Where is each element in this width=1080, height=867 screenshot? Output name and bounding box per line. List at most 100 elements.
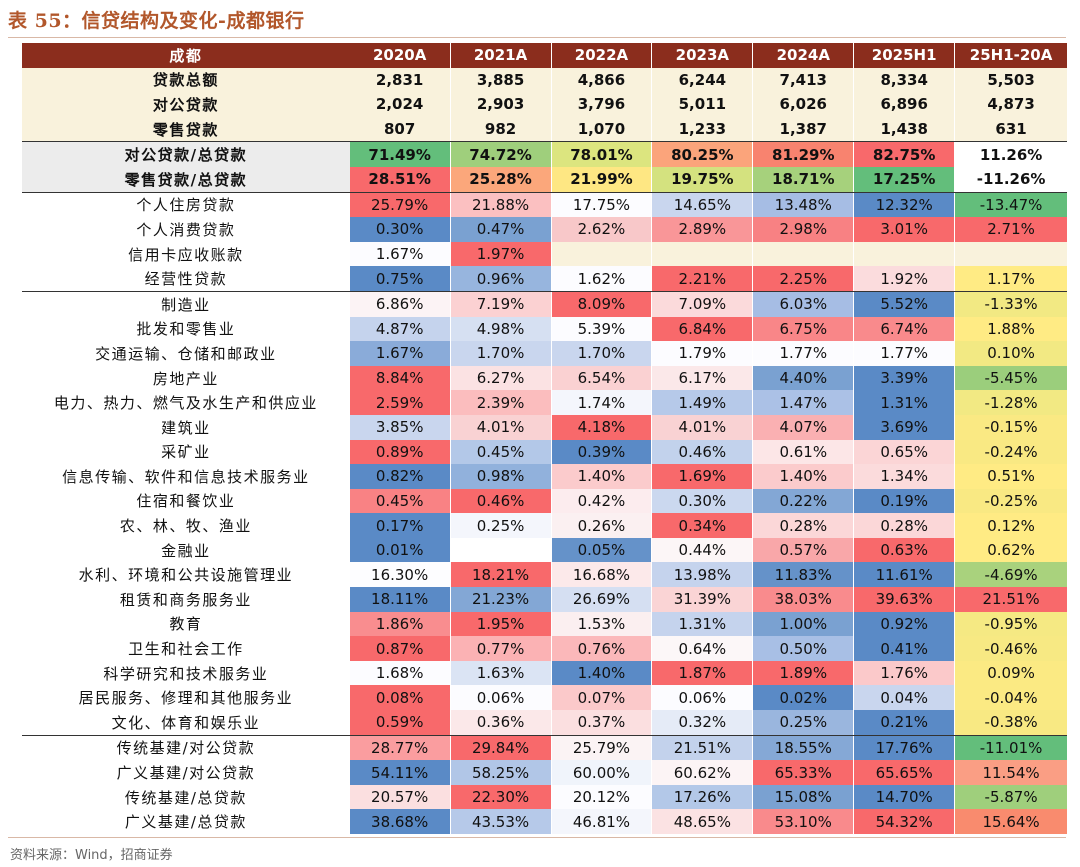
- value-cell: 43.53%: [450, 809, 552, 834]
- value-cell: 1.00%: [753, 611, 855, 637]
- value-cell: 7,413: [753, 67, 855, 93]
- value-cell: 0.10%: [955, 341, 1068, 366]
- table-row: 卫生和社会工作 0.87% 0.77% 0.76% 0.64% 0.50% 0.41% -0.…: [22, 636, 1068, 661]
- table-row: 建筑业 3.85% 4.01% 4.18% 4.01% 4.07% 3.69% -0.15%: [22, 414, 1068, 440]
- value-cell: 4.87%: [349, 316, 451, 342]
- value-cell: 17.75%: [551, 192, 653, 218]
- value-cell: 1.40%: [753, 464, 855, 489]
- value-cell: 0.46%: [450, 488, 552, 514]
- value-cell: 54.32%: [854, 809, 956, 834]
- value-cell: 1.70%: [551, 341, 653, 366]
- value-cell: 21.23%: [450, 587, 552, 612]
- value-cell: 13.48%: [753, 192, 855, 218]
- value-cell: 21.88%: [450, 192, 552, 218]
- value-cell: 0.39%: [551, 439, 653, 465]
- value-cell: 3.01%: [854, 217, 956, 242]
- value-cell: 0.89%: [349, 439, 451, 465]
- value-cell: 5,503: [955, 67, 1068, 93]
- row-label: 对公贷款: [22, 92, 350, 117]
- value-cell: 0.64%: [652, 636, 754, 661]
- value-cell: 5,011: [652, 92, 754, 117]
- value-cell: 1.95%: [450, 611, 552, 637]
- value-cell: 1.77%: [854, 341, 956, 366]
- value-cell: 21.51%: [652, 735, 754, 761]
- value-cell: 1.68%: [349, 660, 451, 686]
- value-cell: 21.51%: [955, 587, 1068, 612]
- value-cell: 0.45%: [450, 439, 552, 465]
- row-label: 住宿和餐饮业: [136, 492, 236, 511]
- value-cell: 18.21%: [450, 562, 552, 588]
- value-cell: 25.79%: [551, 735, 653, 761]
- value-cell: -0.04%: [955, 685, 1068, 711]
- header-cell-2020a: 2020A: [349, 43, 451, 68]
- row-label: 房地产业: [152, 369, 219, 388]
- table-row: 制造业 6.86% 7.19% 8.09% 7.09% 6.03% 5.52% -1.33%: [22, 290, 1068, 317]
- value-cell: 2.39%: [450, 390, 552, 415]
- value-cell: 0.28%: [753, 513, 855, 538]
- value-cell: 2.89%: [652, 217, 754, 242]
- value-cell: -0.95%: [955, 611, 1068, 637]
- value-cell: 6.54%: [551, 365, 653, 391]
- value-cell: 0.76%: [551, 636, 653, 661]
- value-cell: 17.26%: [652, 784, 754, 810]
- value-cell: 0.06%: [450, 685, 552, 711]
- value-cell: 80.25%: [652, 142, 754, 167]
- row-label: 零售贷款/总贷款: [22, 166, 350, 192]
- value-cell: 3,796: [551, 92, 653, 117]
- table-row: 批发和零售业 4.87% 4.98% 5.39% 6.84% 6.75% 6.74% 1.88…: [22, 316, 1068, 342]
- value-cell: [551, 241, 653, 267]
- table-row: 电力、热力、燃气及水生产和供应业 2.59% 2.39% 1.74% 1.49% 1.47…: [22, 390, 1068, 415]
- value-cell: 28.77%: [349, 735, 451, 761]
- value-cell: 11.83%: [753, 562, 855, 588]
- footer-divider: [8, 837, 1066, 838]
- value-cell: 0.59%: [349, 710, 451, 735]
- value-cell: 0.28%: [854, 513, 956, 538]
- value-cell: 2.21%: [652, 266, 754, 291]
- row-label: 制造业: [161, 295, 211, 314]
- header-cell-2021a: 2021A: [450, 43, 552, 68]
- table-row: 个人消费贷款 0.30% 0.47% 2.62% 2.89% 2.98% 3.01% 2.71…: [22, 217, 1068, 242]
- title-divider: [8, 37, 1066, 38]
- value-cell: 1.62%: [551, 266, 653, 291]
- value-cell: 807: [349, 116, 451, 142]
- value-cell: 1.89%: [753, 660, 855, 686]
- value-cell: 7.09%: [652, 291, 754, 317]
- value-cell: 17.25%: [854, 166, 956, 192]
- value-cell: -0.25%: [955, 488, 1068, 514]
- row-label: 个人住房贷款: [136, 196, 236, 215]
- header-cell-2025h1: 2025H1: [854, 43, 956, 68]
- row-label: 建筑业: [161, 418, 211, 437]
- row-label: 信息传输、软件和信息技术服务业: [62, 467, 310, 486]
- value-cell: 18.11%: [349, 587, 451, 612]
- table-row: 信用卡应收账款 1.67% 1.97%: [22, 241, 1068, 267]
- value-cell: 0.63%: [854, 537, 956, 563]
- value-cell: 1.17%: [955, 266, 1068, 291]
- value-cell: [854, 241, 956, 267]
- value-cell: 0.21%: [854, 710, 956, 735]
- value-cell: 1.53%: [551, 611, 653, 637]
- header-cell-change: 25H1-20A: [955, 43, 1068, 68]
- value-cell: 1.77%: [753, 341, 855, 366]
- value-cell: 8,334: [854, 67, 956, 93]
- value-cell: 0.96%: [450, 266, 552, 291]
- value-cell: 4,873: [955, 92, 1068, 117]
- row-label: 金融业: [161, 541, 211, 560]
- value-cell: 60.00%: [551, 760, 653, 785]
- row-label: 水利、环境和公共设施管理业: [78, 566, 294, 585]
- value-cell: 0.62%: [955, 537, 1068, 563]
- value-cell: 1.34%: [854, 464, 956, 489]
- value-cell: 6.84%: [652, 316, 754, 342]
- table-row: 住宿和餐饮业 0.45% 0.46% 0.42% 0.30% 0.22% 0.19% -0.2…: [22, 488, 1068, 514]
- value-cell: 0.17%: [349, 513, 451, 538]
- value-cell: -5.87%: [955, 784, 1068, 810]
- value-cell: 1.49%: [652, 390, 754, 415]
- table-header-row: 成都 2020A 2021A 2022A 2023A 2024A 2025H1 …: [22, 43, 1068, 68]
- value-cell: 0.50%: [753, 636, 855, 661]
- value-cell: 14.65%: [652, 192, 754, 218]
- value-cell: 1.47%: [753, 390, 855, 415]
- value-cell: 11.54%: [955, 760, 1068, 785]
- value-cell: [450, 537, 552, 563]
- loan-structure-table: 成都 2020A 2021A 2022A 2023A 2024A 2025H1 …: [22, 43, 1068, 834]
- value-cell: [753, 241, 855, 267]
- value-cell: 3.39%: [854, 365, 956, 391]
